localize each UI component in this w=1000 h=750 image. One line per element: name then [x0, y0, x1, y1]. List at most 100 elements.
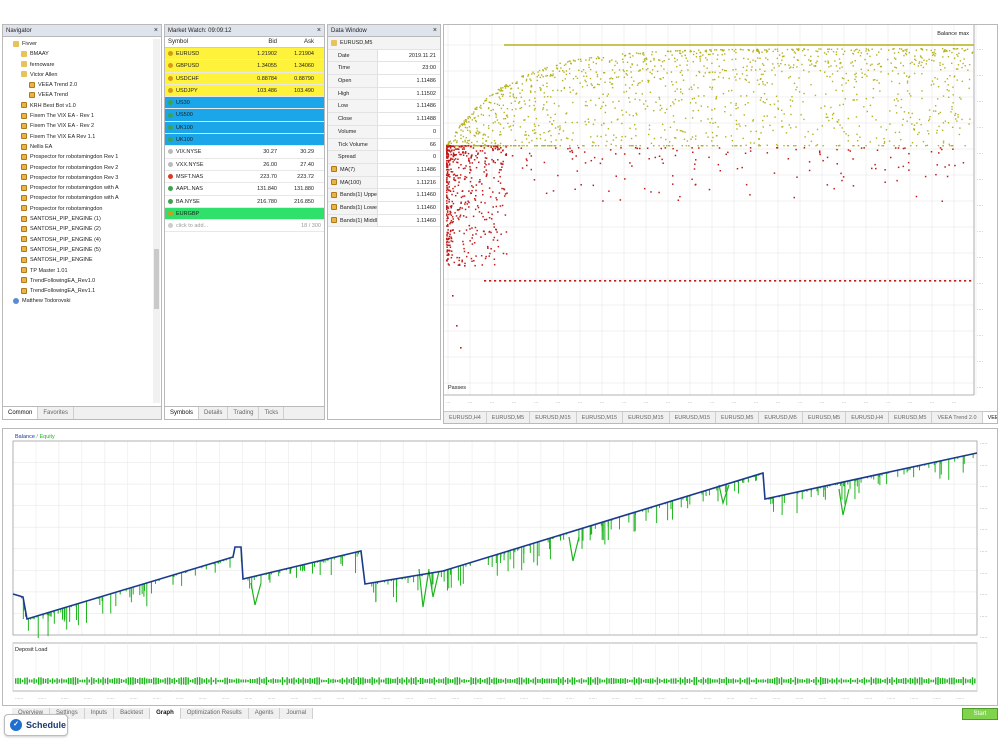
navigator-item[interactable]: TP Master 1.01	[3, 266, 161, 276]
data-window-row: MA(100) 1.11216	[328, 176, 440, 190]
svg-text:······: ······	[864, 696, 872, 701]
symbol-text: USDCHF	[176, 75, 199, 82]
market-watch-row[interactable]: US30	[165, 97, 324, 110]
navigator-item[interactable]: Matthew Todorovski	[3, 296, 161, 306]
navigator-item[interactable]: Prospector for robotsmingdon Rev 1	[3, 152, 161, 162]
symbol-text: UK100	[176, 124, 193, 131]
market-watch-row[interactable]: VXX.NYSE 26.00 27.40	[165, 158, 324, 171]
close-icon[interactable]: ×	[432, 27, 437, 34]
add-symbol-text: click to add...	[176, 223, 209, 230]
market-watch-row[interactable]: US500	[165, 109, 324, 122]
market-watch-row[interactable]: BA.NYSE 216.780 216.850	[165, 195, 324, 208]
market-watch-row[interactable]: GBPUSD 1.34055 1.34060	[165, 60, 324, 73]
optimization-scatter-chart[interactable]: ········································…	[444, 25, 998, 409]
column-symbol[interactable]: Symbol	[168, 39, 189, 45]
navigator-item[interactable]: SANTOSH_PIP_ENGINE (2)	[3, 224, 161, 234]
market-watch-row[interactable]: VIX.NYSE 30.27 30.29	[165, 146, 324, 159]
data-window-row: Volume 0	[328, 125, 440, 139]
navigator-item[interactable]: BMAAY	[3, 49, 161, 59]
tester-tab[interactable]: Agents	[248, 708, 281, 719]
navigator-item[interactable]: Fivver	[3, 39, 161, 49]
navigator-item[interactable]: Prospector for robotsmingdon Rev 3	[3, 173, 161, 183]
navigator-item[interactable]: SANTOSH_PIP_ENGINE (1)	[3, 214, 161, 224]
data-window-key-text: MA(100)	[340, 179, 362, 186]
chart-tab[interactable]: EURUSD,M5	[487, 412, 531, 423]
tab-common[interactable]: Common	[3, 407, 39, 419]
tester-tab[interactable]: Journal	[280, 708, 314, 719]
market-watch-row[interactable]: MSFT.NAS 223.70 223.72	[165, 170, 324, 184]
navigator-item[interactable]: fernoware	[3, 60, 161, 70]
tab-favorites[interactable]: Favorites	[38, 407, 75, 419]
market-watch-row[interactable]: UK100	[165, 121, 324, 135]
chart-tab[interactable]: VEEA	[982, 412, 997, 423]
navigator-scrollbar[interactable]	[153, 39, 160, 403]
column-bid[interactable]: Bid	[268, 39, 277, 45]
navigator-item-label: SANTOSH_PIP_ENGINE (2)	[30, 226, 101, 233]
navigator-item[interactable]: TrendFollowingEA_Rev1.1	[3, 286, 161, 296]
tester-tab[interactable]: Settings	[50, 708, 85, 719]
chart-tab[interactable]: EURUSD,M15	[623, 412, 670, 423]
close-icon[interactable]: ×	[153, 27, 158, 34]
navigator-item[interactable]: Nellis EA	[3, 142, 161, 152]
data-window-key-text: Bands(1) Upper	[340, 192, 378, 199]
close-icon[interactable]: ×	[316, 27, 321, 34]
chart-tab[interactable]: EURUSD,M5	[716, 412, 760, 423]
tab-ticks[interactable]: Ticks	[259, 407, 285, 419]
market-watch-row[interactable]: EURGBP	[165, 207, 324, 221]
market-watch-row[interactable]: USDCHF 0.88784 0.88790	[165, 72, 324, 85]
chart-tab[interactable]: EURUSD,M5	[759, 412, 803, 423]
navigator-item[interactable]: Fixem The VIX EA - Rev 2	[3, 121, 161, 131]
add-symbol-label[interactable]: click to add...	[165, 220, 243, 231]
data-window-row: Time 23:00	[328, 62, 440, 76]
navigator-item[interactable]: Prospector for robotsmingdon with A	[3, 183, 161, 193]
svg-text:······: ······	[61, 696, 69, 701]
balance-equity-chart[interactable]: ········································…	[3, 429, 998, 706]
navigator-item-label: TP Master 1.01	[30, 267, 68, 274]
navigator-item[interactable]: Victor Allen	[3, 70, 161, 80]
tester-tab[interactable]: Backtest	[114, 708, 151, 719]
chart-tab[interactable]: EURUSD,M5	[803, 412, 847, 423]
navigator-item[interactable]: Prospector for robotsmingdon Rev 2	[3, 163, 161, 173]
tester-tab[interactable]: Overview	[12, 708, 51, 719]
navigator-item[interactable]: KRH Best Bot v1.0	[3, 101, 161, 111]
tester-tab[interactable]: Inputs	[84, 708, 115, 719]
chart-tab[interactable]: EURUSD,H4	[846, 412, 890, 423]
navigator-item[interactable]: SANTOSH_PIP_ENGINE (4)	[3, 235, 161, 245]
tab-details[interactable]: Details	[199, 407, 229, 419]
person-icon	[13, 297, 19, 304]
tab-symbols[interactable]: Symbols	[165, 407, 200, 419]
navigator-item[interactable]: VEEA Trend 2.0	[3, 80, 161, 90]
svg-text:······: ······	[956, 696, 964, 701]
svg-text:······: ······	[589, 696, 597, 701]
market-watch-row[interactable]: AAPL.NAS 131.840 131.880	[165, 183, 324, 196]
ask-cell: 30.29	[300, 149, 314, 156]
navigator-item[interactable]: Fixem The VIX EA Rev 1.1	[3, 132, 161, 142]
navigator-item[interactable]: Fixem The VIX EA - Rev 1	[3, 111, 161, 121]
schedule-button[interactable]: ✓ Schedule	[4, 714, 68, 736]
market-watch-row[interactable]: EURUSD 1.21902 1.21904	[165, 48, 324, 61]
navigator-item[interactable]: VEEA Trend	[3, 90, 161, 100]
tester-tab[interactable]: Optimization Results	[180, 708, 249, 719]
market-watch-add-row[interactable]: click to add... 18 / 300	[165, 220, 324, 233]
navigator-item[interactable]: SANTOSH_PIP_ENGINE	[3, 255, 161, 265]
chart-tab[interactable]: EURUSD,M15	[670, 412, 717, 423]
navigator-item[interactable]: Prospector for robotsmingdon	[3, 204, 161, 214]
optimization-chart-label-top: Balance max	[935, 31, 971, 37]
tab-trading[interactable]: Trading	[228, 407, 260, 419]
symbol-cell: UK100	[165, 122, 243, 133]
navigator-item[interactable]: SANTOSH_PIP_ENGINE (5)	[3, 245, 161, 255]
chart-tab[interactable]: EURUSD,M15	[530, 412, 577, 423]
chart-tab[interactable]: EURUSD,M15	[577, 412, 624, 423]
chart-tab[interactable]: EURUSD,H4	[444, 412, 487, 423]
start-button[interactable]: Start	[962, 708, 998, 720]
navigator-item[interactable]: TrendFollowingEA_Rev1.0	[3, 276, 161, 286]
chart-tab[interactable]: VEEA Trend 2.0	[932, 412, 983, 423]
navigator-item[interactable]: Prospector for robotsmingdon with A	[3, 193, 161, 203]
chart-tab[interactable]: EURUSD,M5	[889, 412, 933, 423]
market-watch-row[interactable]: USDJPY 103.486 103.490	[165, 84, 324, 98]
tester-tab[interactable]: Graph	[150, 708, 181, 719]
market-watch-row[interactable]: UK100	[165, 134, 324, 147]
column-ask[interactable]: Ask	[303, 39, 314, 45]
symbol-cell: UK100	[165, 134, 243, 145]
data-window-row: Bands(1) Upper 1.11460	[328, 189, 440, 202]
